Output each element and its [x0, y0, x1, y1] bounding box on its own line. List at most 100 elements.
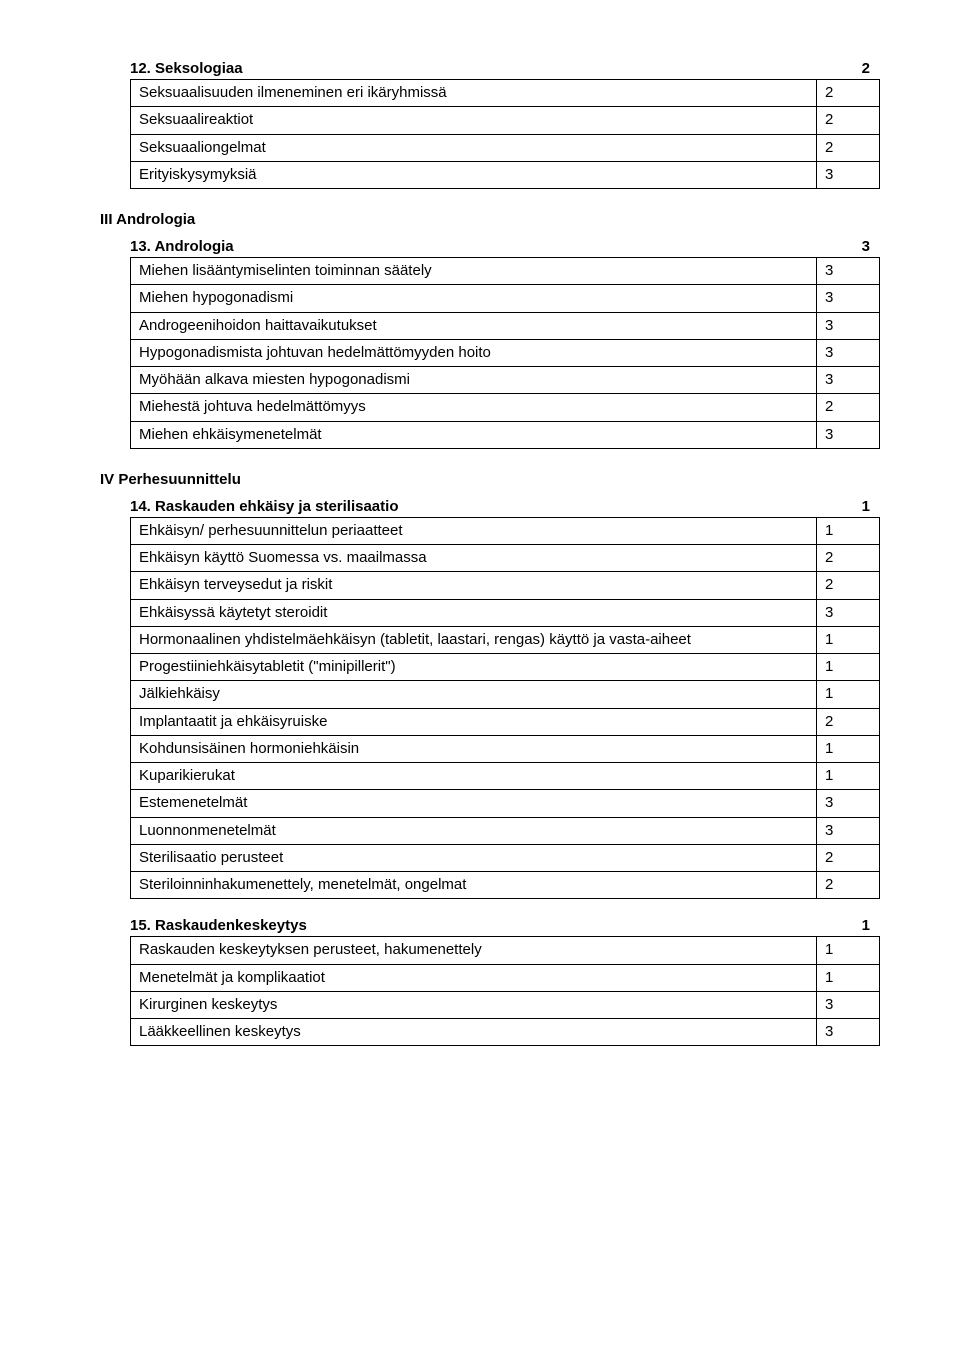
table-row: Progestiiniehkäisytabletit ("minipilleri… — [131, 654, 880, 681]
topic-12-table: Seksuaalisuuden ilmeneminen eri ikäryhmi… — [130, 79, 880, 189]
row-val: 3 — [817, 991, 880, 1018]
table-row: Luonnonmenetelmät3 — [131, 817, 880, 844]
row-val: 3 — [817, 161, 880, 188]
row-label: Seksuaalisuuden ilmeneminen eri ikäryhmi… — [131, 80, 817, 107]
row-label: Raskauden keskeytyksen perusteet, hakume… — [131, 937, 817, 964]
row-val: 3 — [817, 599, 880, 626]
section-3-heading: III Andrologia — [100, 211, 880, 228]
row-label: Myöhään alkava miesten hypogonadismi — [131, 367, 817, 394]
row-label: Kuparikierukat — [131, 763, 817, 790]
table-row: Miehen ehkäisymenetelmät3 — [131, 421, 880, 448]
topic-14-num: 1 — [862, 498, 870, 515]
topic-15-table: Raskauden keskeytyksen perusteet, hakume… — [130, 936, 880, 1046]
row-label: Ehkäisyn/ perhesuunnittelun periaatteet — [131, 517, 817, 544]
topic-14-heading: 14. Raskauden ehkäisy ja sterilisaatio 1 — [130, 498, 880, 515]
table-row: Seksuaalisuuden ilmeneminen eri ikäryhmi… — [131, 80, 880, 107]
table-row: Menetelmät ja komplikaatiot1 — [131, 964, 880, 991]
table-row: Kohdunsisäinen hormoniehkäisin1 — [131, 735, 880, 762]
table-row: Miehen lisääntymiselinten toiminnan säät… — [131, 258, 880, 285]
row-label: Erityiskysymyksiä — [131, 161, 817, 188]
row-label: Seksuaaliongelmat — [131, 134, 817, 161]
table-row: Ehkäisyn/ perhesuunnittelun periaatteet1 — [131, 517, 880, 544]
section-4-heading: IV Perhesuunnittelu — [100, 471, 880, 488]
row-label: Estemenetelmät — [131, 790, 817, 817]
row-label: Miehen ehkäisymenetelmät — [131, 421, 817, 448]
row-val: 2 — [817, 134, 880, 161]
row-val: 3 — [817, 285, 880, 312]
table-row: Seksuaaliongelmat2 — [131, 134, 880, 161]
row-val: 3 — [817, 367, 880, 394]
row-label: Sterilisaatio perusteet — [131, 844, 817, 871]
row-val: 2 — [817, 572, 880, 599]
row-label: Menetelmät ja komplikaatiot — [131, 964, 817, 991]
topic-14-table: Ehkäisyn/ perhesuunnittelun periaatteet1… — [130, 517, 880, 900]
row-label: Luonnonmenetelmät — [131, 817, 817, 844]
table-row: Miehen hypogonadismi3 — [131, 285, 880, 312]
row-label: Miehen hypogonadismi — [131, 285, 817, 312]
row-val: 3 — [817, 258, 880, 285]
topic-13-table: Miehen lisääntymiselinten toiminnan säät… — [130, 257, 880, 449]
row-label: Jälkiehkäisy — [131, 681, 817, 708]
row-label: Lääkkeellinen keskeytys — [131, 1019, 817, 1046]
row-val: 2 — [817, 708, 880, 735]
row-label: Implantaatit ja ehkäisyruiske — [131, 708, 817, 735]
table-row: Kuparikierukat1 — [131, 763, 880, 790]
row-val: 1 — [817, 763, 880, 790]
topic-15-num: 1 — [862, 917, 870, 934]
table-row: Ehkäisyssä käytetyt steroidit3 — [131, 599, 880, 626]
table-row: Ehkäisyn käyttö Suomessa vs. maailmassa2 — [131, 545, 880, 572]
row-val: 2 — [817, 545, 880, 572]
topic-12-heading: 12. Seksologiaa 2 — [130, 60, 880, 77]
topic-12-title: 12. Seksologiaa — [130, 60, 243, 77]
row-val: 2 — [817, 844, 880, 871]
table-row: Implantaatit ja ehkäisyruiske2 — [131, 708, 880, 735]
row-val: 3 — [817, 790, 880, 817]
row-val: 1 — [817, 964, 880, 991]
row-val: 2 — [817, 80, 880, 107]
row-label: Kirurginen keskeytys — [131, 991, 817, 1018]
row-val: 3 — [817, 1019, 880, 1046]
table-row: Hypogonadismista johtuvan hedelmättömyyd… — [131, 339, 880, 366]
row-val: 3 — [817, 339, 880, 366]
table-row: Hormonaalinen yhdistelmäehkäisyn (tablet… — [131, 626, 880, 653]
table-row: Jälkiehkäisy1 — [131, 681, 880, 708]
row-label: Miehestä johtuva hedelmättömyys — [131, 394, 817, 421]
table-row: Androgeenihoidon haittavaikutukset3 — [131, 312, 880, 339]
row-label: Ehkäisyn käyttö Suomessa vs. maailmassa — [131, 545, 817, 572]
table-row: Steriloinninhakumenettely, menetelmät, o… — [131, 872, 880, 899]
topic-15-heading: 15. Raskaudenkeskeytys 1 — [130, 917, 880, 934]
row-val: 1 — [817, 681, 880, 708]
topic-13-heading: 13. Andrologia 3 — [130, 238, 880, 255]
table-row: Erityiskysymyksiä3 — [131, 161, 880, 188]
row-val: 2 — [817, 107, 880, 134]
row-label: Kohdunsisäinen hormoniehkäisin — [131, 735, 817, 762]
table-row: Ehkäisyn terveysedut ja riskit2 — [131, 572, 880, 599]
row-val: 2 — [817, 872, 880, 899]
row-label: Progestiiniehkäisytabletit ("minipilleri… — [131, 654, 817, 681]
row-label: Hypogonadismista johtuvan hedelmättömyyd… — [131, 339, 817, 366]
row-val: 3 — [817, 421, 880, 448]
row-val: 3 — [817, 817, 880, 844]
row-label: Androgeenihoidon haittavaikutukset — [131, 312, 817, 339]
row-label: Ehkäisyn terveysedut ja riskit — [131, 572, 817, 599]
table-row: Myöhään alkava miesten hypogonadismi3 — [131, 367, 880, 394]
table-row: Estemenetelmät3 — [131, 790, 880, 817]
row-label: Steriloinninhakumenettely, menetelmät, o… — [131, 872, 817, 899]
topic-14-title: 14. Raskauden ehkäisy ja sterilisaatio — [130, 498, 398, 515]
table-row: Seksuaalireaktiot2 — [131, 107, 880, 134]
table-row: Sterilisaatio perusteet2 — [131, 844, 880, 871]
row-val: 1 — [817, 517, 880, 544]
topic-13-num: 3 — [862, 238, 870, 255]
row-val: 1 — [817, 654, 880, 681]
row-val: 1 — [817, 626, 880, 653]
topic-13-title: 13. Andrologia — [130, 238, 234, 255]
row-val: 2 — [817, 394, 880, 421]
table-row: Raskauden keskeytyksen perusteet, hakume… — [131, 937, 880, 964]
table-row: Kirurginen keskeytys3 — [131, 991, 880, 1018]
row-label: Hormonaalinen yhdistelmäehkäisyn (tablet… — [131, 626, 817, 653]
row-val: 3 — [817, 312, 880, 339]
row-val: 1 — [817, 937, 880, 964]
table-row: Lääkkeellinen keskeytys3 — [131, 1019, 880, 1046]
row-label: Seksuaalireaktiot — [131, 107, 817, 134]
table-row: Miehestä johtuva hedelmättömyys2 — [131, 394, 880, 421]
